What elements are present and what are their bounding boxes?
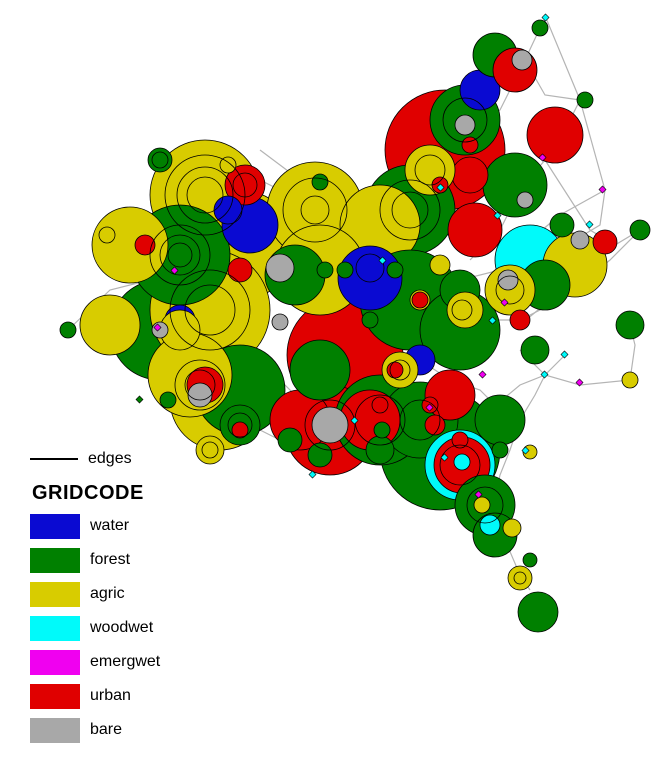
legend-label-woodwet: woodwet <box>90 619 154 636</box>
legend-label-forest: forest <box>90 551 131 568</box>
urban-patch <box>526 106 584 164</box>
urban-patch <box>224 164 266 206</box>
forest-patch <box>517 591 559 633</box>
legend-item-emergwet: emergwet <box>30 650 230 676</box>
legend-item-bare: bare <box>30 718 230 744</box>
forest-patch <box>289 339 351 401</box>
urban-patch <box>371 396 389 414</box>
woodwet-patch <box>453 453 471 471</box>
urban-patch <box>592 229 618 255</box>
legend-item-agric: agric <box>30 582 230 608</box>
forest-patch <box>361 311 379 329</box>
agric-patch <box>91 206 169 284</box>
forest-patch <box>491 441 509 459</box>
forest-patch <box>522 552 538 568</box>
legend-item-urban: urban <box>30 684 230 710</box>
urban-patch <box>461 136 479 154</box>
urban-patch <box>227 257 253 283</box>
water-patch <box>337 245 403 311</box>
urban-patch <box>509 309 531 331</box>
bare-swatch <box>30 718 80 743</box>
edge-line-symbol <box>30 458 78 460</box>
urban-patch <box>411 291 429 309</box>
forest-patch <box>336 261 354 279</box>
forest-patch <box>531 19 549 37</box>
emergwet-swatch <box>30 650 80 675</box>
patch-circles-layer <box>59 19 651 633</box>
ring-outlines-layer <box>149 97 527 585</box>
water-swatch <box>30 514 80 539</box>
legend-label-emergwet: emergwet <box>90 653 161 670</box>
bare-patch <box>516 191 534 209</box>
legend-item-forest: forest <box>30 548 230 574</box>
forest-patch <box>629 219 651 241</box>
legend-label-agric: agric <box>90 585 125 602</box>
agric-patch <box>507 565 533 591</box>
forest-patch <box>316 261 334 279</box>
forest-patch <box>576 91 594 109</box>
agric-patch <box>429 254 451 276</box>
bare-patch <box>497 269 519 291</box>
agric-patch <box>446 291 484 329</box>
bare-patch <box>271 313 289 331</box>
forest-patch <box>365 435 395 465</box>
bare-patch <box>511 49 533 71</box>
agric-patch <box>502 518 522 538</box>
woodwet-swatch <box>30 616 80 641</box>
agric-patch <box>98 226 116 244</box>
legend-item-water: water <box>30 514 230 540</box>
legend-label-urban: urban <box>90 687 131 704</box>
urban-patch <box>451 431 469 449</box>
forest-patch <box>474 394 526 446</box>
forest-swatch <box>30 548 80 573</box>
forest-patch <box>386 261 404 279</box>
bare-patch <box>570 230 590 250</box>
bare-patch <box>311 406 349 444</box>
forest-patch <box>482 152 548 218</box>
urban-patch <box>447 202 503 258</box>
forest-patch <box>615 310 645 340</box>
legend-title: GRIDCODE <box>32 482 144 504</box>
forest-patch <box>373 421 391 439</box>
bare-patch <box>187 382 213 408</box>
legend-edges-row: edges <box>28 446 228 472</box>
bare-patch <box>454 114 476 136</box>
urban-patch <box>134 234 156 256</box>
forest-patch <box>307 442 333 468</box>
agric-patch <box>621 371 639 389</box>
legend-item-woodwet: woodwet <box>30 616 230 642</box>
forest-patch <box>311 173 329 191</box>
forest-patch <box>520 335 550 365</box>
urban-patch <box>231 421 249 439</box>
agric-patch <box>195 435 225 465</box>
bare-patch <box>265 253 295 283</box>
graph-nodes-layer <box>135 13 607 499</box>
urban-swatch <box>30 684 80 709</box>
forest-patch <box>147 147 173 173</box>
agric-patch <box>473 496 491 514</box>
agric-patch <box>219 156 237 174</box>
agric-swatch <box>30 582 80 607</box>
urban-patch <box>451 156 489 194</box>
urban-patch <box>424 414 446 436</box>
urban-patch <box>386 361 404 379</box>
legend-label-water: water <box>90 517 130 534</box>
bare-patch <box>151 321 169 339</box>
forest-patch <box>159 391 177 409</box>
legend-edges-label: edges <box>88 450 132 467</box>
legend-label-bare: bare <box>90 721 123 738</box>
forest-patch <box>277 427 303 453</box>
agric-patch <box>79 294 141 356</box>
forest-patch <box>59 321 77 339</box>
forest-patch <box>549 212 575 238</box>
